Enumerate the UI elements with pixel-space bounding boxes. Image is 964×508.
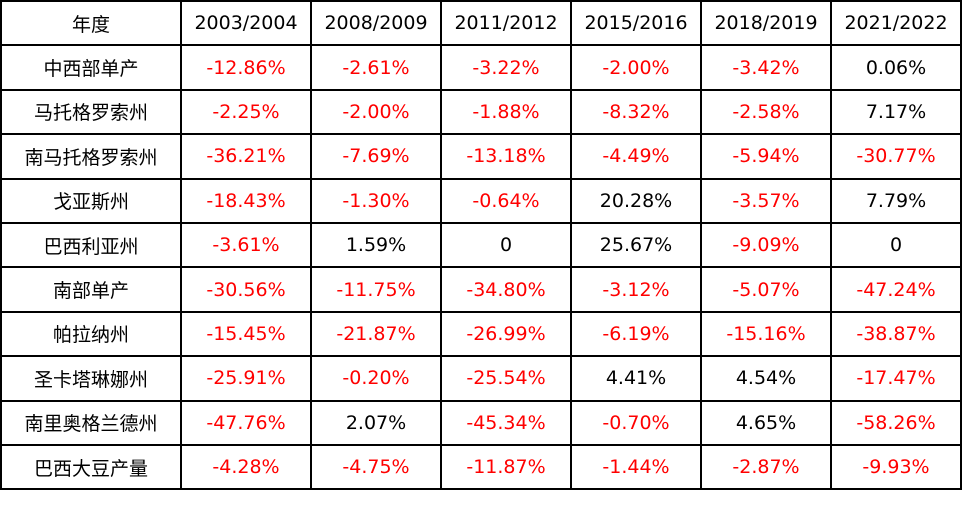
table-body: 中西部单产 -12.86% -2.61% -3.22% -2.00% -3.42% 0.06… bbox=[0, 44, 962, 491]
table-cell: -38.87% bbox=[830, 310, 962, 358]
table-cell: -11.87% bbox=[440, 443, 572, 491]
table-cell: -1.88% bbox=[440, 88, 572, 136]
table-cell: -2.00% bbox=[310, 88, 442, 136]
table-cell: -4.49% bbox=[570, 133, 702, 180]
header-row: 年度 2003/2004 2008/2009 2011/2012 2015/20… bbox=[0, 0, 962, 47]
table-cell: -58.26% bbox=[830, 399, 962, 446]
column-header: 2018/2019 bbox=[700, 0, 832, 47]
table-cell: -47.24% bbox=[830, 266, 962, 313]
table-cell: 7.17% bbox=[830, 88, 962, 136]
table-cell: -3.12% bbox=[570, 266, 702, 313]
row-label: 南马托格罗索州 bbox=[0, 133, 182, 180]
table-cell: -47.76% bbox=[180, 399, 312, 446]
table-cell: -3.42% bbox=[700, 44, 832, 91]
table-cell: -13.18% bbox=[440, 133, 572, 180]
row-label: 帕拉纳州 bbox=[0, 310, 182, 358]
table-row: 中西部单产 -12.86% -2.61% -3.22% -2.00% -3.42% 0.06… bbox=[0, 44, 962, 91]
table-cell: -26.99% bbox=[440, 310, 572, 358]
table-cell: -0.70% bbox=[570, 399, 702, 446]
table-row: 马托格罗索州 -2.25% -2.00% -1.88% -8.32% -2.58% 7.17… bbox=[0, 88, 962, 136]
table-cell: 4.65% bbox=[700, 399, 832, 446]
table-row: 南里奥格兰德州 -47.76% 2.07% -45.34% -0.70% 4.65% -58… bbox=[0, 399, 962, 446]
row-label: 中西部单产 bbox=[0, 44, 182, 91]
table-cell: -5.94% bbox=[700, 133, 832, 180]
row-label: 巴西大豆产量 bbox=[0, 443, 182, 491]
table-cell: -1.44% bbox=[570, 443, 702, 491]
table-row: 圣卡塔琳娜州 -25.91% -0.20% -25.54% 4.41% 4.54% -17.… bbox=[0, 355, 962, 402]
column-header: 2015/2016 bbox=[570, 0, 702, 47]
row-label: 南部单产 bbox=[0, 266, 182, 313]
row-label: 圣卡塔琳娜州 bbox=[0, 355, 182, 402]
table-row: 巴西利亚州 -3.61% 1.59% 0 25.67% -9.09% 0 bbox=[0, 221, 962, 269]
table-cell: -2.00% bbox=[570, 44, 702, 91]
table-cell: -45.34% bbox=[440, 399, 572, 446]
table-cell: -8.32% bbox=[570, 88, 702, 136]
table-cell: -2.61% bbox=[310, 44, 442, 91]
table-cell: 0 bbox=[830, 221, 962, 269]
table-cell: -17.47% bbox=[830, 355, 962, 402]
table-cell: -30.56% bbox=[180, 266, 312, 313]
table-cell: -3.57% bbox=[700, 177, 832, 224]
row-label: 戈亚斯州 bbox=[0, 177, 182, 224]
table-cell: 7.79% bbox=[830, 177, 962, 224]
table-cell: -0.20% bbox=[310, 355, 442, 402]
table-cell: -1.30% bbox=[310, 177, 442, 224]
table-cell: -18.43% bbox=[180, 177, 312, 224]
row-label: 南里奥格兰德州 bbox=[0, 399, 182, 446]
table-cell: 1.59% bbox=[310, 221, 442, 269]
table-cell: -30.77% bbox=[830, 133, 962, 180]
column-header: 2011/2012 bbox=[440, 0, 572, 47]
row-label: 巴西利亚州 bbox=[0, 221, 182, 269]
table-cell: -4.28% bbox=[180, 443, 312, 491]
table-cell: -2.87% bbox=[700, 443, 832, 491]
table-cell: 2.07% bbox=[310, 399, 442, 446]
table-cell: -3.61% bbox=[180, 221, 312, 269]
table-row: 帕拉纳州 -15.45% -21.87% -26.99% -6.19% -15.16% -3… bbox=[0, 310, 962, 358]
table-cell: -9.93% bbox=[830, 443, 962, 491]
table-cell: -9.09% bbox=[700, 221, 832, 269]
table-cell: -5.07% bbox=[700, 266, 832, 313]
table-cell: 0.06% bbox=[830, 44, 962, 91]
table-cell: -4.75% bbox=[310, 443, 442, 491]
table-cell: -2.58% bbox=[700, 88, 832, 136]
table-cell: -11.75% bbox=[310, 266, 442, 313]
table-cell: -25.54% bbox=[440, 355, 572, 402]
table-cell: -34.80% bbox=[440, 266, 572, 313]
table-cell: -36.21% bbox=[180, 133, 312, 180]
row-label: 马托格罗索州 bbox=[0, 88, 182, 136]
table-cell: -12.86% bbox=[180, 44, 312, 91]
table-cell: 25.67% bbox=[570, 221, 702, 269]
table-cell: -21.87% bbox=[310, 310, 442, 358]
table-cell: -0.64% bbox=[440, 177, 572, 224]
column-header: 2008/2009 bbox=[310, 0, 442, 47]
table-row: 南部单产 -30.56% -11.75% -34.80% -3.12% -5.07% -47… bbox=[0, 266, 962, 313]
table-cell: -15.45% bbox=[180, 310, 312, 358]
table-row: 巴西大豆产量 -4.28% -4.75% -11.87% -1.44% -2.87% -9.… bbox=[0, 443, 962, 491]
table-cell: -7.69% bbox=[310, 133, 442, 180]
table-cell: -15.16% bbox=[700, 310, 832, 358]
table-row: 戈亚斯州 -18.43% -1.30% -0.64% 20.28% -3.57% 7.79% bbox=[0, 177, 962, 224]
table-cell: -2.25% bbox=[180, 88, 312, 136]
column-header: 2003/2004 bbox=[180, 0, 312, 47]
yield-change-table: 年度 2003/2004 2008/2009 2011/2012 2015/20… bbox=[0, 0, 962, 491]
table-cell: -25.91% bbox=[180, 355, 312, 402]
table-cell: -3.22% bbox=[440, 44, 572, 91]
table-cell: 4.41% bbox=[570, 355, 702, 402]
table-cell: -6.19% bbox=[570, 310, 702, 358]
table-cell: 4.54% bbox=[700, 355, 832, 402]
column-header: 2021/2022 bbox=[830, 0, 962, 47]
table-row: 南马托格罗索州 -36.21% -7.69% -13.18% -4.49% -5.94% -… bbox=[0, 133, 962, 180]
table-cell: 20.28% bbox=[570, 177, 702, 224]
header-year-label: 年度 bbox=[0, 0, 182, 47]
table-cell: 0 bbox=[440, 221, 572, 269]
